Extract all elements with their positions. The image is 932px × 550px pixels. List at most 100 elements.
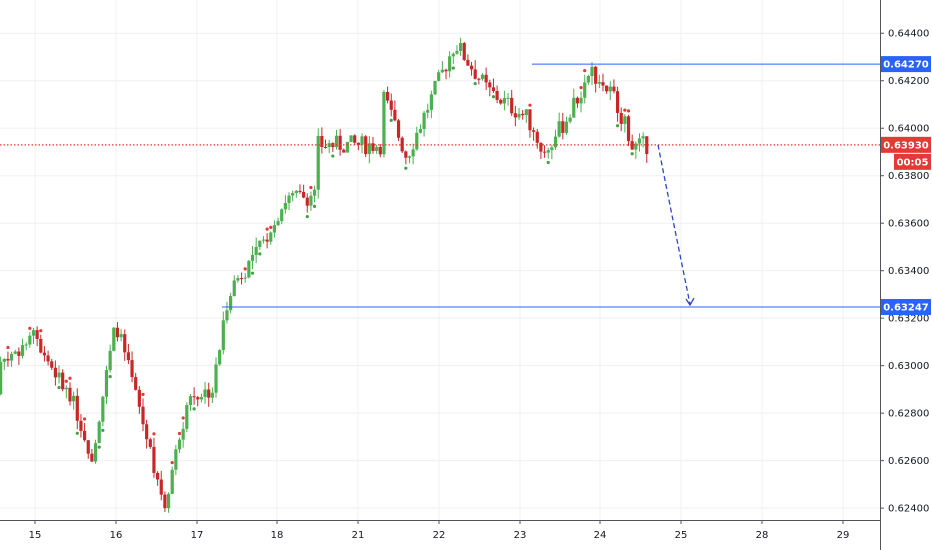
fractal-marker-down bbox=[192, 407, 196, 411]
candle-body bbox=[101, 396, 105, 422]
candle-body bbox=[615, 91, 620, 113]
fractal-marker-up bbox=[583, 68, 587, 73]
fractal-marker-up bbox=[6, 345, 10, 350]
candle-body bbox=[312, 189, 317, 196]
candle-body bbox=[31, 330, 36, 336]
candle-body bbox=[590, 66, 594, 76]
fractal-marker-up bbox=[243, 267, 247, 271]
candle-body bbox=[28, 335, 32, 345]
candle-body bbox=[323, 147, 328, 149]
fractal-marker-down bbox=[491, 95, 496, 99]
candle-body bbox=[404, 151, 408, 158]
candle-body bbox=[316, 135, 320, 190]
candle-body bbox=[46, 355, 50, 362]
candle-body bbox=[513, 113, 517, 118]
candle-body bbox=[156, 472, 160, 480]
candle-body bbox=[192, 396, 196, 398]
fractal-marker-up bbox=[28, 326, 32, 330]
candle-body bbox=[532, 130, 536, 132]
fractal-marker-down bbox=[305, 214, 309, 219]
candle-body bbox=[411, 149, 415, 157]
candle-body bbox=[119, 334, 123, 338]
time-axis-bg bbox=[0, 520, 880, 550]
candle-body bbox=[579, 97, 583, 104]
candle-body bbox=[0, 361, 3, 395]
fractal-marker-down bbox=[108, 374, 112, 379]
candle-body bbox=[630, 141, 634, 150]
fractal-marker-up bbox=[181, 416, 185, 420]
candle-body bbox=[645, 136, 649, 155]
fractal-marker-up bbox=[269, 225, 273, 229]
candle-body bbox=[115, 327, 120, 338]
fractal-marker-up bbox=[528, 103, 532, 107]
candle-body bbox=[524, 109, 528, 116]
candle-body bbox=[564, 121, 569, 133]
candle-body bbox=[542, 151, 547, 153]
candle-body bbox=[484, 74, 488, 83]
candle-body bbox=[382, 91, 386, 155]
candle-body bbox=[641, 136, 645, 139]
candle-body bbox=[229, 296, 233, 311]
y-tick-label: 0.64000 bbox=[888, 124, 929, 135]
resistance-price-label-bg bbox=[881, 56, 931, 73]
candle-body bbox=[137, 389, 141, 407]
fractal-marker-down bbox=[250, 271, 255, 275]
candle-body bbox=[462, 43, 466, 60]
x-tick-label: 15 bbox=[29, 530, 42, 541]
candle-body bbox=[561, 121, 565, 133]
candle-body bbox=[75, 395, 79, 421]
candle-body bbox=[455, 50, 459, 54]
candle-body bbox=[9, 353, 14, 361]
x-tick-label: 25 bbox=[675, 530, 688, 541]
candle-body bbox=[24, 344, 28, 346]
candle-body bbox=[258, 240, 262, 247]
candle-body bbox=[364, 136, 368, 155]
candle-body bbox=[177, 439, 182, 450]
fractal-marker-up bbox=[39, 329, 43, 333]
candle-body bbox=[594, 66, 598, 84]
fractal-marker-up bbox=[141, 392, 145, 396]
candle-body bbox=[170, 469, 174, 494]
candle-body bbox=[469, 65, 474, 70]
candle-body bbox=[637, 138, 642, 144]
candle-body bbox=[342, 149, 346, 153]
fractal-marker-up bbox=[626, 109, 631, 113]
y-tick-label: 0.63400 bbox=[888, 266, 929, 277]
candle-body bbox=[597, 82, 601, 84]
countdown-bg bbox=[894, 153, 931, 170]
candle-body bbox=[294, 190, 298, 193]
candle-body bbox=[276, 221, 280, 226]
x-tick-label: 24 bbox=[594, 530, 607, 541]
candle-body bbox=[236, 278, 240, 281]
candle-body bbox=[451, 53, 455, 57]
fractal-marker-up bbox=[170, 461, 174, 465]
candle-body bbox=[218, 350, 222, 365]
candle-body bbox=[97, 421, 101, 444]
candle-body bbox=[123, 334, 127, 353]
y-tick-label: 0.63200 bbox=[888, 314, 929, 325]
candle-body bbox=[298, 190, 302, 192]
candle-body bbox=[93, 443, 98, 462]
candle-body bbox=[196, 397, 200, 400]
candle-body bbox=[448, 56, 452, 72]
candle-body bbox=[334, 135, 339, 148]
candle-body bbox=[440, 69, 444, 73]
candle-body bbox=[601, 82, 605, 86]
candle-body bbox=[79, 420, 83, 431]
candle-body bbox=[20, 345, 25, 356]
price-axis-bg bbox=[880, 0, 932, 550]
candle-body bbox=[499, 99, 503, 104]
fractal-marker-up bbox=[177, 431, 182, 436]
candle-body bbox=[583, 82, 587, 98]
candle-body bbox=[422, 112, 426, 130]
candle-body bbox=[53, 367, 57, 378]
fractal-marker-down bbox=[258, 252, 262, 256]
candle-body bbox=[360, 136, 364, 145]
fractal-marker-up bbox=[152, 432, 156, 436]
countdown-label: 00:05 bbox=[897, 157, 929, 168]
y-tick-label: 0.63600 bbox=[888, 219, 929, 230]
candle-body bbox=[2, 358, 6, 362]
candle-body bbox=[626, 116, 631, 142]
